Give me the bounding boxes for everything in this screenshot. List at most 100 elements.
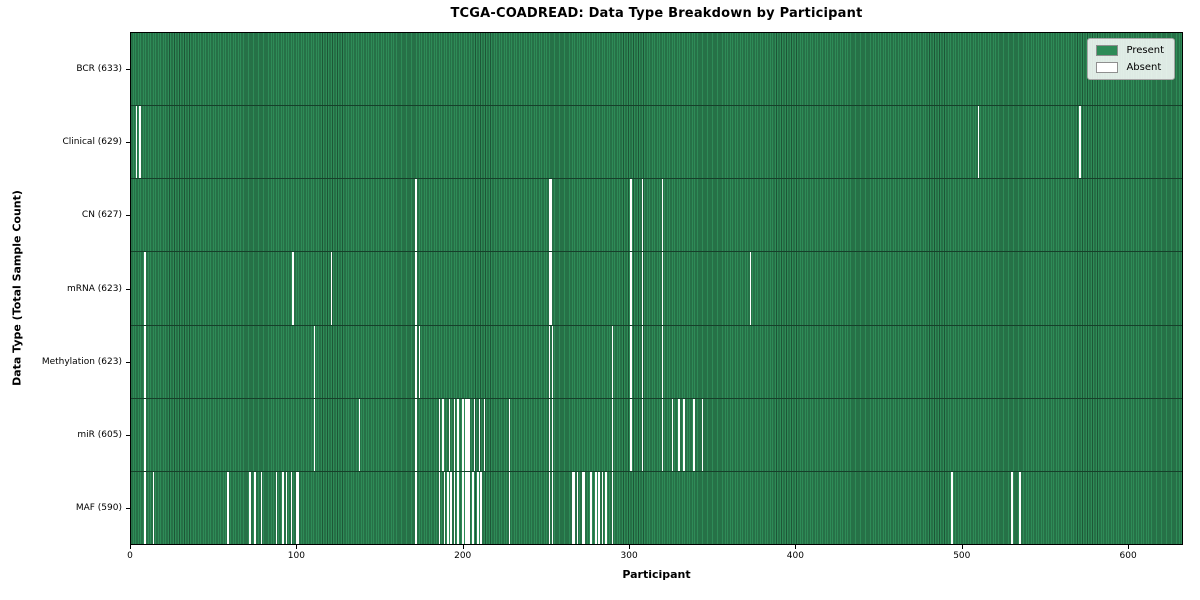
y-tick-label-cn: CN (627) [81,210,122,221]
absent-gap [598,471,600,544]
y-tick-mark [126,68,130,70]
absent-gap [583,471,585,544]
legend-swatch-present [1096,45,1119,56]
absent-gap [152,471,155,544]
absent-gap [144,398,146,471]
absent-gap [135,106,138,179]
absent-gap [701,398,704,471]
absent-gap [282,471,284,544]
absent-gap [661,179,664,252]
absent-gap [144,325,146,398]
legend-item-present: Present [1096,45,1164,56]
y-tick-mark [126,508,130,510]
y-tick-mark [126,361,130,363]
absent-gap [641,252,644,325]
absent-gap [275,471,278,544]
x-axis-label: Participant [622,568,691,581]
absent-gap [457,398,459,471]
chart-title: TCGA-COADREAD: Data Type Breakdown by Pa… [450,6,863,21]
x-tick-mark [961,545,963,549]
x-tick-label-600: 600 [1119,551,1137,561]
absent-gap [438,398,441,471]
absent-gap [443,471,446,544]
x-tick-mark [130,545,131,549]
absent-gap [951,471,953,544]
y-tick-mark [126,141,130,143]
heatmap-row-maf [131,471,1182,544]
absent-gap [551,471,554,544]
plot-area: Present Absent [130,32,1183,545]
legend: Present Absent [1087,38,1175,80]
absent-gap [467,471,469,544]
absent-gap [630,325,632,398]
heatmap-row-methylation [131,325,1182,399]
absent-gap [249,471,251,544]
legend-label: Absent [1126,61,1162,73]
absent-gap [415,398,417,471]
absent-gap [472,471,474,544]
x-tick-mark [1128,545,1130,549]
y-tick-mark [126,435,130,437]
y-tick-label-bcr: BCR (633) [76,63,122,74]
absent-gap [977,106,980,179]
absent-gap [468,398,471,471]
absent-gap [442,398,444,471]
absent-gap [438,471,441,544]
absent-gap [683,398,685,471]
absent-gap [548,325,551,398]
x-tick-label-0: 0 [127,551,133,561]
heatmap-row-mrna [131,252,1182,326]
y-tick-label-maf: MAF (590) [75,503,122,514]
absent-gap [1079,106,1081,179]
absent-gap [453,471,456,544]
x-tick-label-300: 300 [620,551,638,561]
legend-item-absent: Absent [1096,62,1164,73]
absent-gap [415,325,417,398]
absent-gap [313,398,316,471]
absent-gap [548,179,551,252]
y-tick-label-clinical: Clinical (629) [62,136,122,147]
x-tick-mark [462,545,464,549]
absent-gap [548,252,551,325]
absent-gap [749,252,752,325]
absent-gap [508,398,511,471]
absent-gap [550,179,552,252]
heatmap-row-bcr [131,33,1182,107]
absent-gap [144,471,146,544]
absent-gap [139,106,141,179]
absent-gap [611,471,614,544]
absent-gap [641,325,644,398]
absent-gap [595,471,597,544]
absent-gap [630,252,632,325]
absent-gap [611,325,614,398]
absent-gap [260,471,263,544]
absent-gap [573,471,575,544]
absent-gap [483,398,486,471]
absent-gap [551,398,554,471]
absent-gap [478,398,481,471]
absent-gap [415,252,417,325]
legend-swatch-absent [1096,62,1119,73]
absent-gap [144,252,146,325]
absent-gap [313,325,316,398]
absent-gap [447,471,449,544]
absent-gap [605,471,607,544]
absent-gap [290,471,293,544]
absent-gap [415,179,417,252]
absent-gap [330,252,333,325]
legend-label: Present [1126,44,1164,56]
absent-gap [292,252,294,325]
y-tick-mark [126,215,130,217]
absent-gap [480,471,482,544]
absent-gap [550,252,552,325]
absent-gap [1019,471,1021,544]
y-tick-mark [126,288,130,290]
absent-gap [254,471,256,544]
absent-gap [630,398,632,471]
x-tick-mark [629,545,631,549]
absent-gap [465,398,467,471]
absent-gap [571,471,574,544]
x-tick-label-100: 100 [287,551,305,561]
absent-gap [457,471,459,544]
